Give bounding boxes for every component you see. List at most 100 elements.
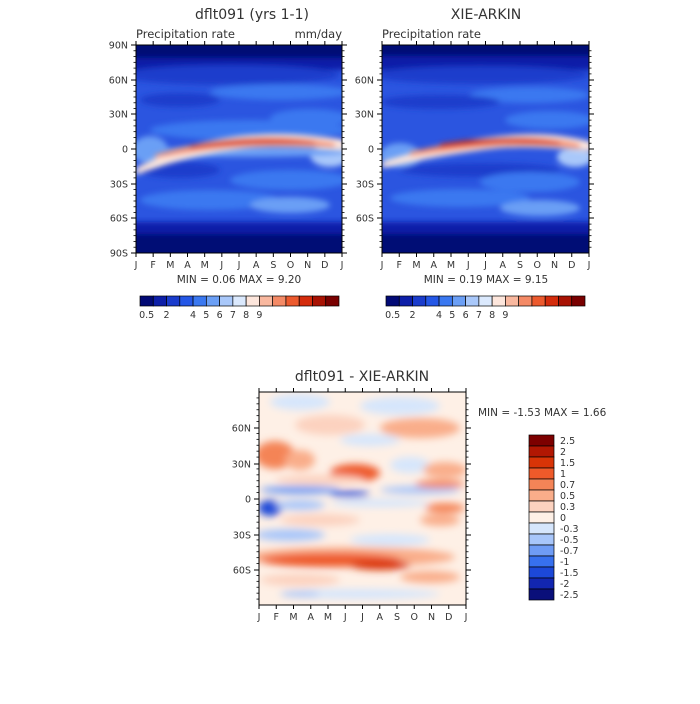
x-tick-label: A [431, 260, 438, 271]
x-tick-label: J [134, 260, 138, 271]
y-tick-label: 30S [110, 180, 128, 191]
colorbar-swatch [152, 295, 167, 307]
y-tick-label: 60N [109, 76, 128, 87]
panel-model-field [136, 45, 342, 253]
x-tick-label: J [587, 260, 591, 271]
x-tick-label: J [343, 612, 347, 623]
x-tick-label: A [500, 260, 507, 271]
panel-model: dflt091 (yrs 1-1) Precipitation rate mm/… [109, 7, 347, 321]
colorbar-swatch [528, 456, 555, 469]
colorbar-swatch [465, 295, 480, 307]
x-tick-label: A [308, 612, 315, 623]
x-tick-label: J [219, 260, 223, 271]
colorbar-swatch [425, 295, 440, 307]
colorbar-swatch [528, 522, 555, 535]
colorbar-label: 9 [502, 310, 508, 321]
colorbar-swatch [451, 295, 466, 307]
colorbar-swatch [385, 295, 400, 307]
y-tick-label: 0 [245, 495, 251, 506]
colorbar-label: 7 [476, 310, 482, 321]
x-tick-label: M [166, 260, 174, 271]
panel-diff-colorbar: 2.521.510.70.50.30-0.3-0.5-0.7-1-1.5-2-2… [528, 434, 579, 601]
x-tick-label: J [237, 260, 241, 271]
x-tick-label: A [253, 260, 260, 271]
y-tick-label: 30N [355, 110, 374, 121]
x-tick-label: M [324, 612, 332, 623]
y-tick-label: 30S [233, 531, 251, 542]
panel-obs: XIE-ARKIN Precipitation rate [355, 7, 594, 321]
colorbar-swatch [285, 295, 300, 307]
x-tick-label: N [304, 260, 311, 271]
colorbar-label: 2 [410, 310, 416, 321]
colorbar-label: -1 [560, 557, 569, 568]
colorbar-swatch [528, 467, 555, 480]
colorbar-swatch [571, 295, 586, 307]
panel-model-colorbar: 0.5 2 4 5 6 7 8 9 [139, 295, 340, 321]
panel-model-title: dflt091 (yrs 1-1) [195, 7, 309, 23]
colorbar-swatch [528, 500, 555, 513]
colorbar-label: 0 [560, 513, 566, 524]
x-tick-label: M [412, 260, 420, 271]
x-tick-label: S [517, 260, 523, 271]
panel-obs-stats: MIN = 0.19 MAX = 9.15 [424, 274, 549, 286]
colorbar-swatch [312, 295, 327, 307]
x-tick-label: N [551, 260, 558, 271]
colorbar-label: -1.5 [560, 568, 579, 579]
x-tick-label: M [289, 612, 297, 623]
colorbar-swatch [528, 533, 555, 546]
colorbar-swatch [245, 295, 260, 307]
colorbar-label: 5 [203, 310, 209, 321]
x-tick-label: M [447, 260, 455, 271]
x-tick-label: A [377, 612, 384, 623]
colorbar-label: -0.7 [560, 546, 579, 557]
colorbar-label: 0.5 [139, 310, 154, 321]
panel-obs-subtitle: Precipitation rate [382, 27, 481, 41]
colorbar-swatch [528, 544, 555, 557]
y-tick-label: 30N [109, 110, 128, 121]
y-tick-label: 60N [232, 424, 251, 435]
x-tick-label: J [483, 260, 487, 271]
colorbar-label: 4 [190, 310, 196, 321]
colorbar-label: -0.3 [560, 524, 579, 535]
colorbar-label: 7 [230, 310, 236, 321]
x-tick-label: O [411, 612, 418, 623]
colorbar-swatch [491, 295, 506, 307]
x-tick-label: D [321, 260, 328, 271]
colorbar-swatch [205, 295, 220, 307]
colorbar-label: 6 [217, 310, 223, 321]
colorbar-label: 1 [560, 469, 566, 480]
panel-obs-colorbar: 0.5 2 4 5 6 7 8 9 [385, 295, 586, 321]
colorbar-swatch [412, 295, 427, 307]
colorbar-label: 9 [256, 310, 262, 321]
colorbar-label: 0.3 [560, 502, 575, 513]
panel-obs-field [382, 45, 589, 253]
x-tick-label: F [274, 612, 279, 623]
colorbar-label: 4 [436, 310, 442, 321]
panel-obs-title: XIE-ARKIN [451, 7, 521, 23]
colorbar-swatch [528, 566, 555, 579]
y-tick-label: 30S [356, 180, 374, 191]
colorbar-swatch [272, 295, 287, 307]
colorbar-label: 2 [560, 447, 566, 458]
x-tick-label: A [184, 260, 191, 271]
y-tick-label: 90S [110, 249, 128, 260]
colorbar-label: 1.5 [560, 458, 575, 469]
colorbar-label: -2.5 [560, 590, 579, 601]
panel-model-stats: MIN = 0.06 MAX = 9.20 [177, 274, 302, 286]
colorbar-swatch [219, 295, 234, 307]
panel-diff-title: dflt091 - XIE-ARKIN [295, 369, 429, 385]
colorbar-swatch [166, 295, 181, 307]
y-tick-label: 90N [109, 41, 128, 52]
x-tick-label: J [380, 260, 384, 271]
y-tick-label: 60N [355, 76, 374, 87]
colorbar-label: 2.5 [560, 436, 575, 447]
colorbar-swatch [544, 295, 559, 307]
colorbar-swatch [528, 555, 555, 568]
x-tick-label: O [534, 260, 541, 271]
x-tick-label: M [201, 260, 209, 271]
x-tick-label: J [464, 612, 468, 623]
colorbar-label: 0.5 [560, 491, 575, 502]
colorbar-swatch [531, 295, 546, 307]
